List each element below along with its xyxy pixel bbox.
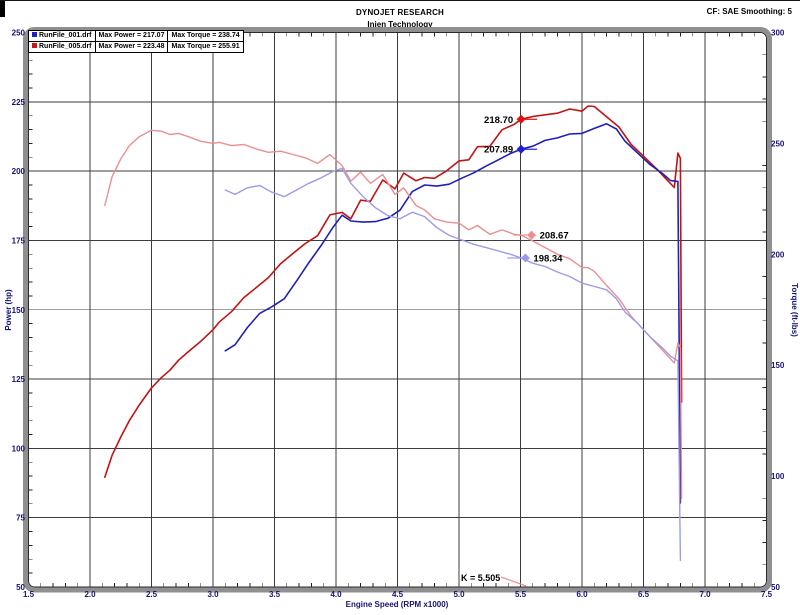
cursor-value-label: 218.70 bbox=[484, 115, 513, 126]
y-right-tick-label: 250 bbox=[771, 139, 785, 148]
chart-subtitle: Injen Technology bbox=[367, 20, 433, 29]
x-tick-label: 3.0 bbox=[207, 590, 219, 599]
x-tick-label: 5.5 bbox=[515, 590, 527, 599]
top-border-line bbox=[0, 0, 800, 1]
grid-layer bbox=[28, 32, 767, 587]
cursor-marker[interactable]: 208.67 bbox=[513, 230, 569, 242]
x-tick-label: 5.0 bbox=[453, 590, 465, 599]
x-tick-label: 2.0 bbox=[84, 590, 96, 599]
y-right-axis-title: Torque (ft-lbs) bbox=[790, 283, 799, 337]
y-left-tick-label: 150 bbox=[12, 306, 26, 315]
correction-smoothing-settings: CF: SAE Smoothing: 5 bbox=[706, 7, 792, 16]
torque-curve-run005 bbox=[104, 129, 683, 499]
legend-max-power: Max Power = 217.07 bbox=[94, 30, 169, 42]
cursor-value-label: 207.89 bbox=[484, 145, 513, 156]
cursor-rpm-label: K = 5.505 bbox=[461, 573, 500, 583]
chart-title: DYNOJET RESEARCH bbox=[355, 8, 445, 17]
run-legend: RunFile_001.drf Max Power = 217.07 Max T… bbox=[28, 30, 244, 53]
y-left-tick-label: 75 bbox=[16, 514, 25, 523]
cursor-value-label: 198.34 bbox=[533, 253, 563, 264]
torque-curve-run001 bbox=[224, 167, 682, 562]
power-curve-run005 bbox=[104, 105, 683, 479]
cursor-rpm-annotation: K = 5.505 bbox=[461, 573, 527, 587]
legend-max-torque: Max Torque = 238.74 bbox=[167, 30, 244, 42]
x-tick-label: 4.5 bbox=[392, 590, 404, 599]
y-left-axis-title: Power (hp) bbox=[4, 289, 13, 331]
y-right-tick-label: 300 bbox=[771, 29, 785, 38]
cursor-marker[interactable]: 218.70 bbox=[484, 114, 538, 126]
power-curve-run001 bbox=[224, 123, 682, 504]
legend-file-name: RunFile_005.drf bbox=[39, 43, 92, 50]
cursor-marker[interactable]: 198.34 bbox=[507, 253, 563, 264]
legend-row-run001[interactable]: RunFile_001.drf Max Power = 217.07 Max T… bbox=[28, 30, 244, 42]
y-left-tick-label: 250 bbox=[12, 29, 26, 38]
y-right-tick-label: 100 bbox=[771, 472, 785, 481]
y-left-tick-label: 200 bbox=[12, 167, 26, 176]
axis-labels: 1.5 2.0 2.5 3.0 3.5 4.0 4.5 5.0 5.5 6.0 6.5 7.0 7.5 2… bbox=[12, 29, 785, 600]
y-left-tick-label: 50 bbox=[16, 583, 25, 592]
legend-max-torque: Max Torque = 255.91 bbox=[167, 41, 244, 53]
legend-max-power: Max Power = 223.48 bbox=[94, 41, 169, 53]
run005-marker-swatch bbox=[32, 43, 37, 48]
y-right-tick-label: 200 bbox=[771, 250, 785, 259]
cursor-leader-line bbox=[500, 576, 527, 587]
corner-cursor-artifact bbox=[0, 1, 5, 17]
x-tick-label: 7.5 bbox=[761, 590, 773, 599]
x-axis-title: Engine Speed (RPM x1000) bbox=[346, 600, 449, 609]
plot-frame-bezel bbox=[23, 27, 772, 593]
y-right-tick-label: 150 bbox=[771, 361, 785, 370]
cursor-diamond-icon bbox=[516, 114, 526, 124]
cursor-diamond-icon bbox=[527, 230, 537, 240]
cursor-diamond-icon bbox=[520, 253, 530, 263]
app-header: DYNOJET RESEARCH Injen Technology bbox=[0, 8, 800, 29]
x-tick-label: 3.5 bbox=[269, 590, 281, 599]
y-left-tick-label: 125 bbox=[12, 375, 26, 384]
cursor-value-label: 208.67 bbox=[540, 231, 569, 242]
y-left-tick-label: 175 bbox=[12, 236, 26, 245]
x-tick-label: 1.5 bbox=[23, 590, 35, 599]
cursor-marker[interactable]: 207.89 bbox=[484, 144, 538, 156]
x-tick-label: 7.0 bbox=[699, 590, 711, 599]
x-tick-label: 2.5 bbox=[146, 590, 158, 599]
x-tick-label: 4.0 bbox=[330, 590, 342, 599]
cursor-diamond-icon bbox=[516, 144, 526, 154]
legend-row-run005[interactable]: RunFile_005.drf Max Power = 223.48 Max T… bbox=[28, 41, 244, 53]
legend-file-name: RunFile_001.drf bbox=[39, 32, 92, 39]
y-left-tick-label: 225 bbox=[12, 98, 26, 107]
plot-frame-inner bbox=[28, 32, 767, 588]
y-right-tick-label: 50 bbox=[771, 583, 780, 592]
run001-marker-swatch bbox=[32, 32, 37, 37]
x-tick-label: 6.0 bbox=[576, 590, 588, 599]
y-left-tick-label: 100 bbox=[12, 444, 26, 453]
x-tick-label: 6.5 bbox=[638, 590, 650, 599]
